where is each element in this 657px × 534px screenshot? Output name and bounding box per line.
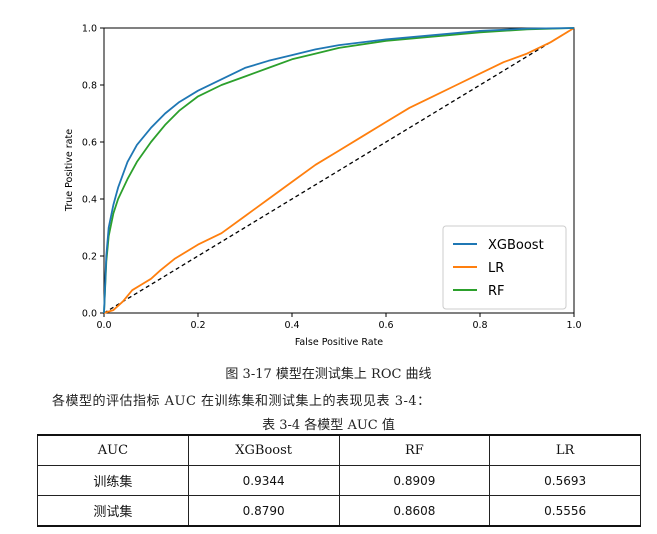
cell-value: 0.9344 (187, 465, 340, 496)
y-tick-label: 1.0 (82, 24, 97, 35)
y-tick-label: 0.4 (82, 195, 97, 206)
table-caption: 表 3-4 各模型 AUC 值 (262, 418, 395, 433)
x-tick-label: 0.8 (472, 320, 487, 331)
legend-label-rf: RF (488, 284, 505, 299)
auc-table: AUC XGBoost RF LR 训练集 0.9344 0.8909 0.56… (37, 434, 641, 527)
header-rf: RF (338, 434, 491, 466)
cell-value: 0.8909 (338, 465, 491, 496)
x-tick-label: 0.2 (190, 320, 205, 331)
x-tick-label: 0.6 (378, 320, 393, 331)
cell-value: 0.5556 (489, 495, 641, 527)
series-line-xgboost (103, 27, 575, 314)
y-axis-label: True Positive rate (64, 129, 75, 212)
series-line-rf (103, 27, 575, 314)
y-tick-label: 0.6 (82, 138, 97, 149)
table-header-row: AUC XGBoost RF LR (37, 434, 641, 466)
legend-box (442, 225, 567, 310)
reference-diagonal-line (103, 27, 575, 314)
series-line-lr (103, 27, 575, 314)
x-tick-label: 0.4 (284, 320, 299, 331)
legend-label-xgboost: XGBoost (488, 238, 544, 253)
row-label: 训练集 (37, 465, 189, 496)
header-auc: AUC (37, 434, 189, 466)
legend: XGBoost LR RF (442, 225, 567, 310)
cell-value: 0.8608 (338, 495, 491, 527)
legend-label-lr: LR (488, 261, 504, 276)
y-tick-label: 0.0 (82, 309, 97, 320)
y-tick-label: 0.8 (82, 81, 97, 92)
cell-value: 0.8790 (187, 495, 340, 527)
x-axis-label: False Positive Rate (295, 337, 383, 348)
series-lines (103, 27, 575, 314)
table-row: 训练集 0.9344 0.8909 0.5693 (37, 465, 641, 496)
cell-value: 0.5693 (489, 465, 641, 496)
y-tick-label: 0.2 (82, 252, 97, 263)
roc-chart: 0.0 0.2 0.4 0.6 0.8 1.0 0.0 0.2 0.4 0.6 0.8 1.0 Fa… (64, 24, 582, 349)
x-tick-label: 0.0 (96, 320, 111, 331)
row-label: 测试集 (37, 495, 189, 527)
header-lr: LR (489, 434, 641, 466)
y-axis: 0.0 0.2 0.4 0.6 0.8 1.0 (82, 24, 104, 320)
body-paragraph: 各模型的评估指标 AUC 在训练集和测试集上的表现见表 3-4： (52, 394, 431, 409)
x-tick-label: 1.0 (566, 320, 581, 331)
x-axis: 0.0 0.2 0.4 0.6 0.8 1.0 (96, 313, 582, 331)
figure-caption: 图 3-17 模型在测试集上 ROC 曲线 (225, 367, 432, 382)
table-row: 测试集 0.8790 0.8608 0.5556 (37, 495, 641, 527)
header-xgboost: XGBoost (187, 434, 340, 466)
